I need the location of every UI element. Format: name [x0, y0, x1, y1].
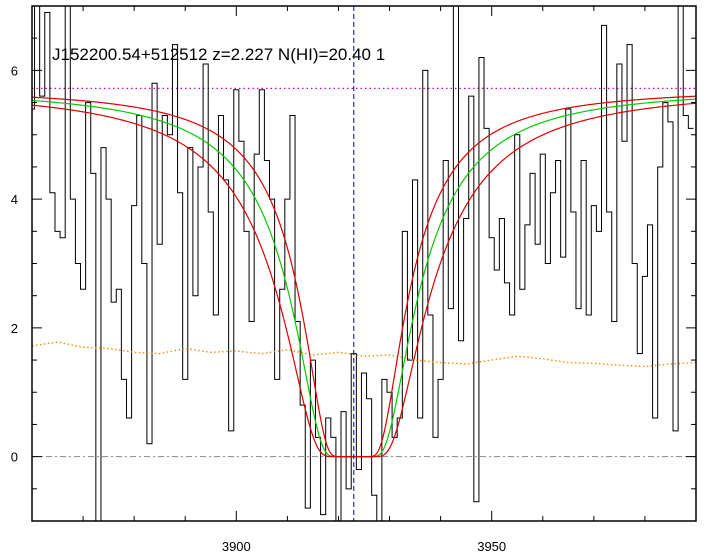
- chart-title: J152200.54+512512 z=2.227 N(HI)=20.40 1: [52, 45, 385, 64]
- x-tick-label: 3950: [477, 539, 506, 554]
- y-tick-label: 4: [11, 192, 18, 207]
- model-upper-bound-line: [32, 102, 696, 458]
- y-tick-label: 0: [11, 450, 18, 465]
- y-tick-label: 2: [11, 321, 18, 336]
- plot-area: [32, 6, 696, 521]
- flux-spectrum-line: [32, 6, 694, 521]
- x-tick-label: 3900: [222, 539, 251, 554]
- axes-layer: 3900 3950 0 2 4 6: [11, 5, 697, 554]
- plot-body: [32, 6, 696, 521]
- y-tick-label: 6: [11, 63, 18, 78]
